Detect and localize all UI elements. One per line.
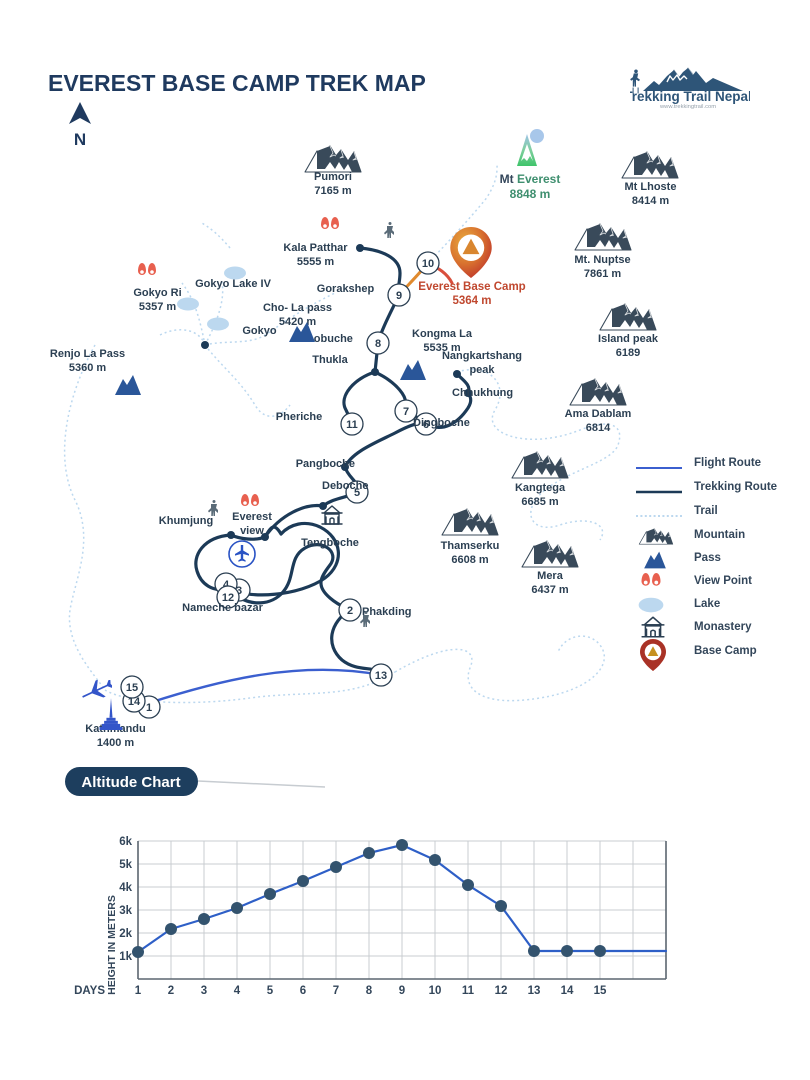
svg-text:6k: 6k	[119, 836, 132, 848]
svg-text:12: 12	[495, 985, 508, 997]
svg-text:3: 3	[201, 985, 207, 997]
svg-text:4k: 4k	[119, 882, 132, 894]
svg-text:DAYS: DAYS	[74, 985, 105, 997]
svg-text:10: 10	[429, 985, 442, 997]
svg-text:15: 15	[594, 985, 607, 997]
svg-text:HEIGHT IN METERS: HEIGHT IN METERS	[106, 895, 118, 995]
svg-text:5: 5	[267, 985, 274, 997]
svg-text:4: 4	[234, 985, 241, 997]
svg-text:5k: 5k	[119, 859, 132, 871]
svg-text:1k: 1k	[119, 951, 132, 963]
svg-text:2: 2	[168, 985, 174, 997]
svg-text:3k: 3k	[119, 905, 132, 917]
svg-text:8: 8	[366, 985, 373, 997]
svg-text:9: 9	[399, 985, 405, 997]
svg-text:2k: 2k	[119, 928, 132, 940]
svg-text:7: 7	[333, 985, 339, 997]
svg-text:6: 6	[300, 985, 306, 997]
svg-text:13: 13	[528, 985, 541, 997]
svg-text:11: 11	[462, 985, 475, 997]
svg-text:14: 14	[561, 985, 574, 997]
svg-text:1: 1	[135, 985, 142, 997]
